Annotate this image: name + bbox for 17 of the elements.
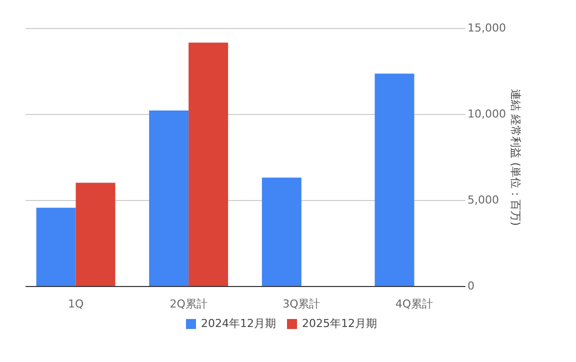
x-tick-label: 1Q <box>68 298 84 310</box>
bar <box>262 178 302 286</box>
y-tick-label: 10,000 <box>468 108 506 120</box>
bar <box>36 208 76 286</box>
legend-label: 2025年12月期 <box>302 317 377 330</box>
y-axis-title: 連結 経常利益 (単位：百万) <box>508 89 522 226</box>
x-tick-label: 2Q累計 <box>170 298 208 310</box>
y-tick-label: 15,000 <box>468 22 506 34</box>
x-tick-label: 3Q累計 <box>282 298 320 310</box>
legend-label: 2024年12月期 <box>201 317 276 330</box>
y-tick-label: 5,000 <box>468 194 499 206</box>
y-tick-label: 0 <box>468 280 474 292</box>
bar <box>188 42 228 286</box>
bar <box>76 182 116 286</box>
x-tick-label: 4Q累計 <box>395 298 434 310</box>
bar <box>149 110 189 286</box>
bar <box>374 74 414 286</box>
